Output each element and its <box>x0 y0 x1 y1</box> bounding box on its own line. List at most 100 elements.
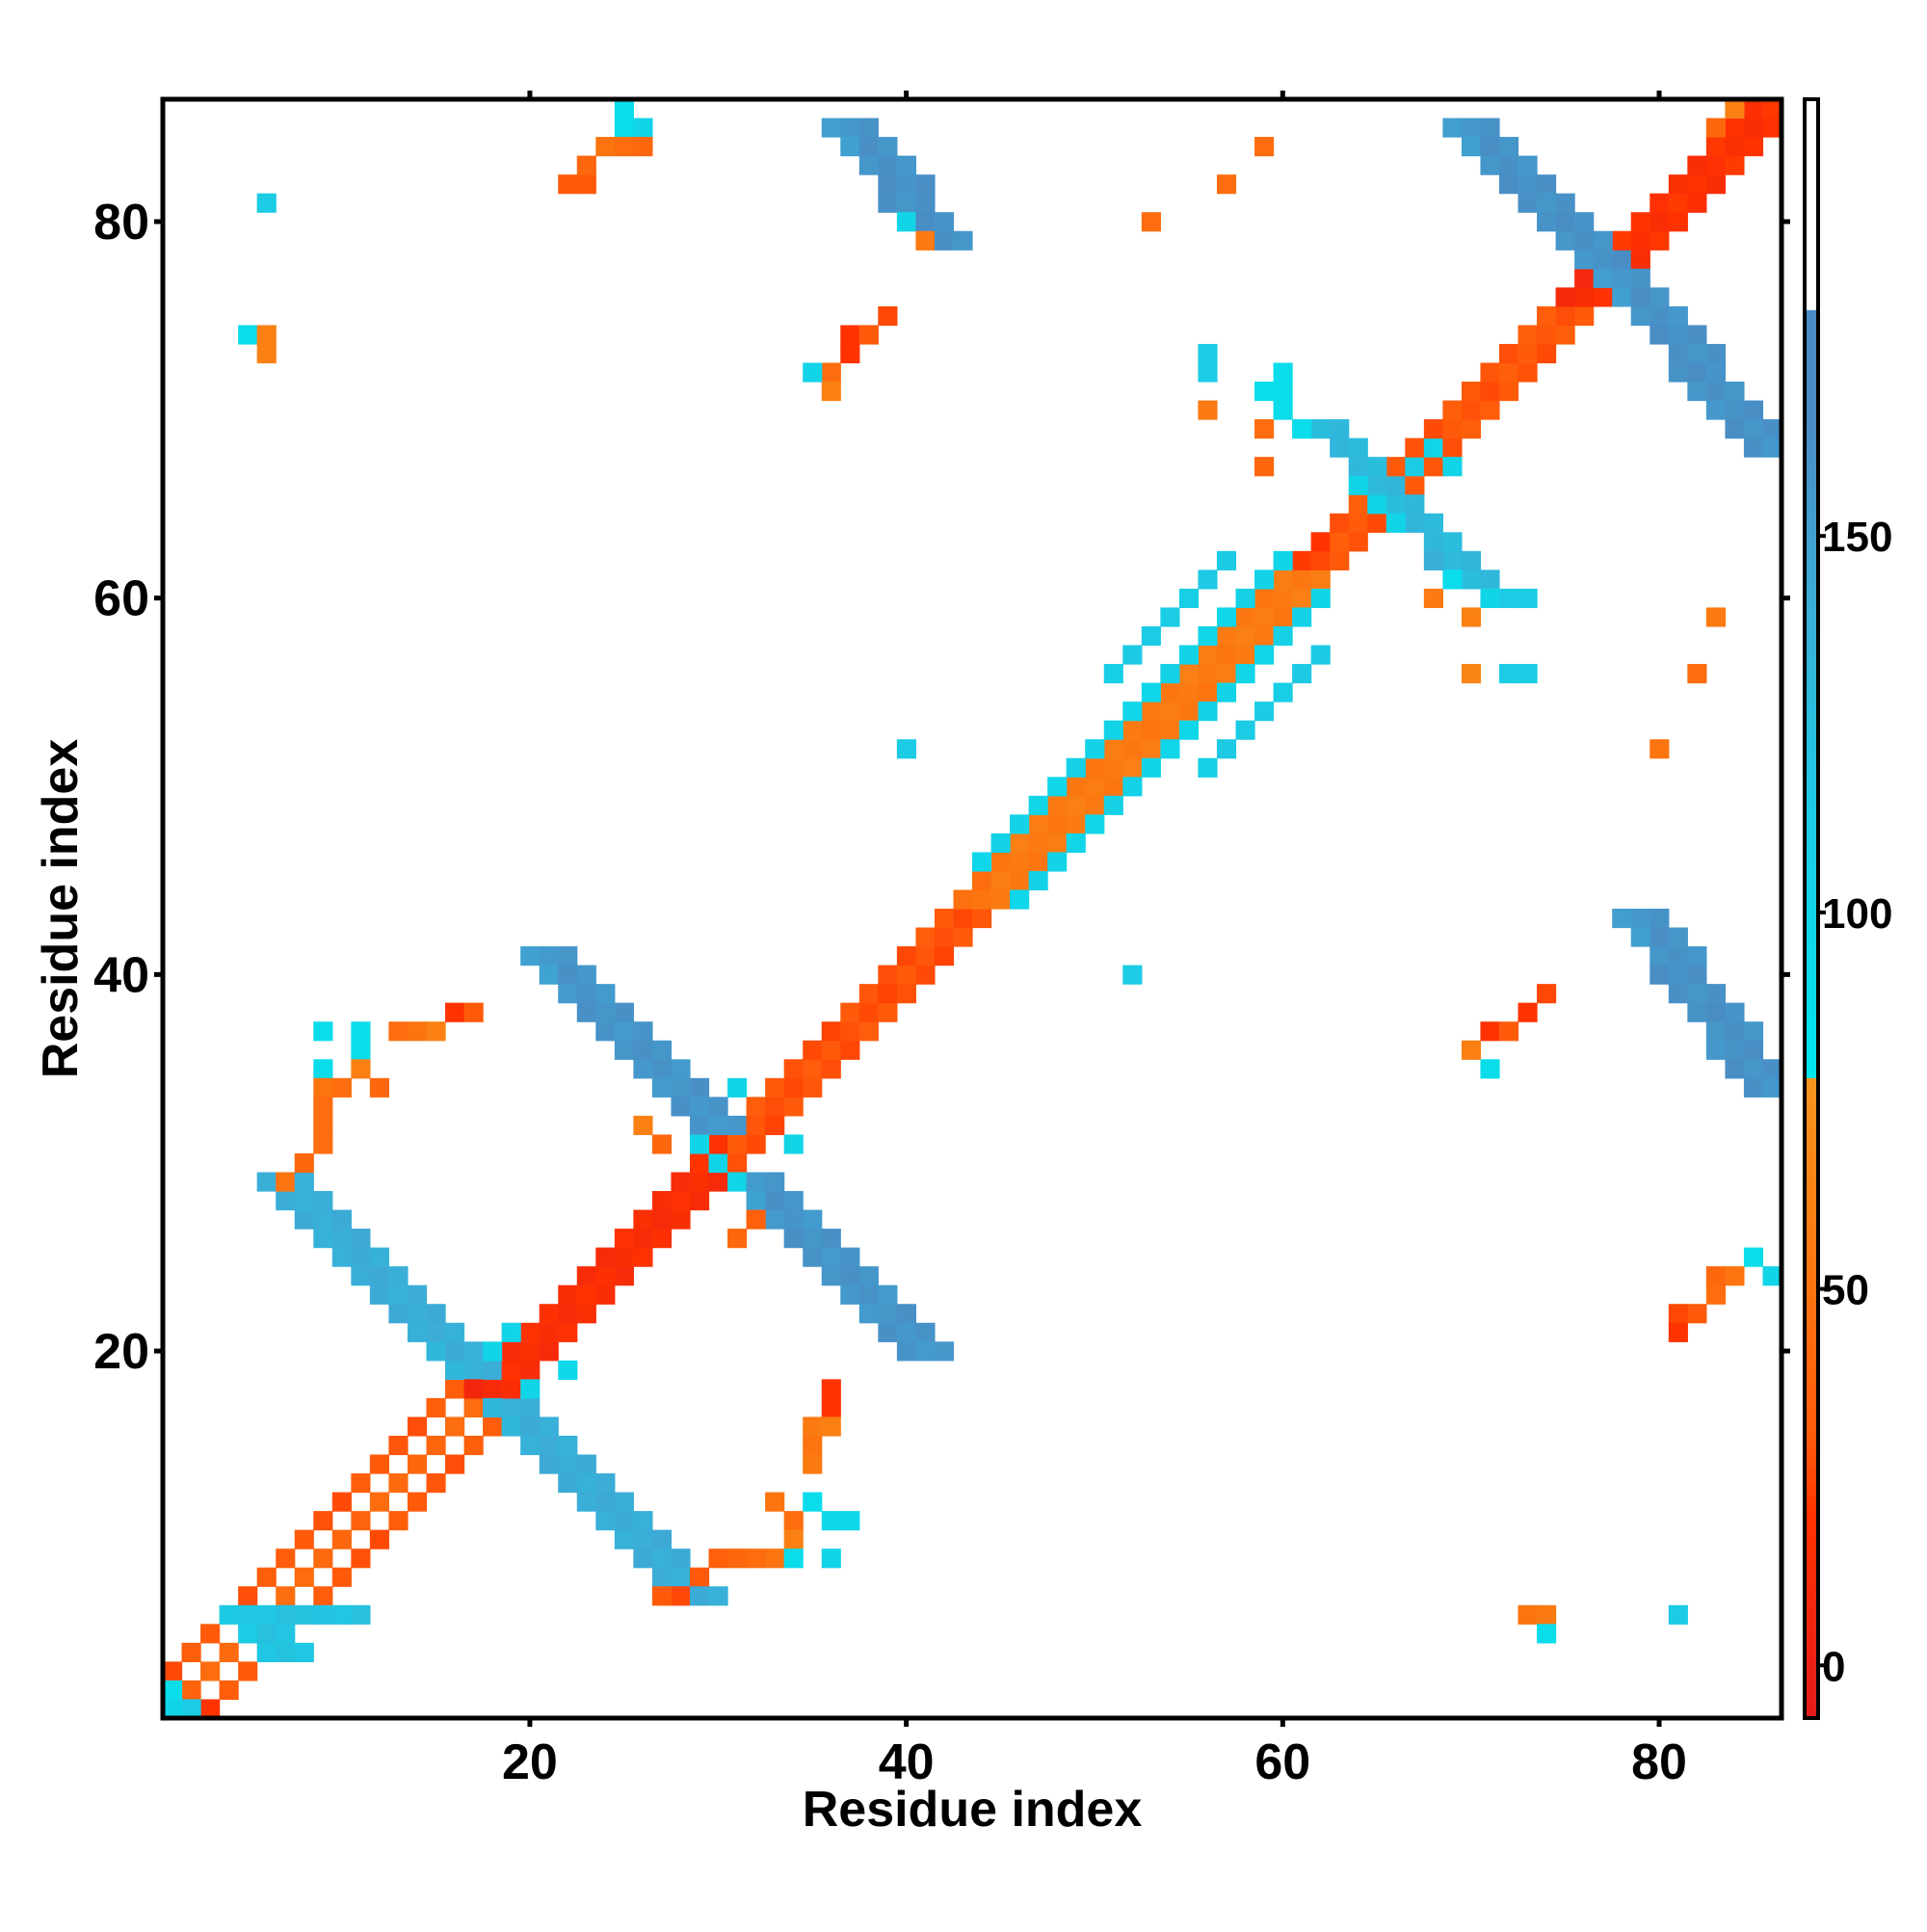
heatmap-cell <box>1650 965 1670 985</box>
heatmap-cell <box>821 118 841 138</box>
heatmap-cell <box>463 1379 484 1399</box>
heatmap-cell <box>1687 382 1707 402</box>
heatmap-cell <box>1047 814 1068 834</box>
heatmap-cell <box>1178 682 1200 702</box>
heatmap-cell <box>689 1152 710 1174</box>
heatmap-cell <box>1066 795 1086 815</box>
heatmap-cell <box>1593 230 1613 251</box>
heatmap-cell <box>181 1680 201 1701</box>
heatmap-cell <box>388 1511 409 1531</box>
heatmap-cell <box>539 1341 559 1362</box>
heatmap-cell <box>803 1454 823 1474</box>
heatmap-cell <box>1141 625 1161 647</box>
heatmap-cell <box>821 1059 841 1079</box>
heatmap-cell <box>1630 230 1650 251</box>
heatmap-cell <box>1668 927 1688 947</box>
heatmap-cell <box>313 1097 333 1117</box>
heatmap-cell <box>1687 1304 1707 1324</box>
heatmap-cell <box>689 1586 710 1606</box>
heatmap-cell <box>1310 550 1331 570</box>
heatmap-cell <box>1537 325 1557 345</box>
heatmap-cell <box>1122 739 1143 759</box>
heatmap-cell <box>689 1097 710 1117</box>
heatmap-cell <box>238 325 258 345</box>
heatmap-cell <box>1066 833 1086 853</box>
heatmap-cell <box>558 1284 578 1305</box>
heatmap-cell <box>1650 325 1670 345</box>
heatmap-cell <box>1743 419 1764 439</box>
heatmap-cell <box>1498 343 1519 364</box>
heatmap-cell <box>1085 795 1105 815</box>
heatmap-cell <box>840 325 860 345</box>
heatmap-cell <box>651 1586 673 1606</box>
heatmap-cell <box>1687 155 1707 175</box>
heatmap-cell <box>858 325 879 345</box>
heatmap-cell <box>990 889 1011 910</box>
heatmap-cell <box>369 1266 390 1286</box>
heatmap-cell <box>1273 625 1293 647</box>
heatmap-cell <box>633 1529 653 1549</box>
heatmap-cell <box>1103 664 1123 684</box>
heatmap-cell <box>1574 230 1595 251</box>
heatmap-cell <box>1762 99 1782 119</box>
heatmap-cell <box>294 1604 314 1625</box>
heatmap-cell <box>1367 475 1387 495</box>
heatmap-cell <box>708 1097 728 1117</box>
heatmap-cell <box>746 1097 766 1117</box>
heatmap-cell <box>746 1191 766 1211</box>
heatmap-cell <box>671 1059 691 1079</box>
heatmap-cell <box>1216 664 1237 684</box>
heatmap-cell <box>821 1247 841 1267</box>
heatmap-cell <box>1273 400 1293 420</box>
heatmap-cell <box>934 1341 955 1362</box>
heatmap-cell <box>1103 739 1123 759</box>
heatmap-cell <box>388 1473 409 1494</box>
heatmap-cell <box>294 1191 314 1211</box>
heatmap-cell <box>369 1247 390 1267</box>
heatmap-cell <box>1198 400 1218 420</box>
heatmap-cell <box>276 1172 296 1192</box>
heatmap-cell <box>1330 550 1350 570</box>
heatmap-cell <box>219 1642 239 1662</box>
heatmap-cell <box>1555 193 1575 213</box>
heatmap-cell <box>539 1304 559 1324</box>
heatmap-cell <box>294 1529 314 1549</box>
heatmap-cell <box>1442 569 1463 590</box>
heatmap-cell <box>163 1680 183 1701</box>
heatmap-cell <box>972 870 992 891</box>
heatmap-cell <box>1405 513 1425 533</box>
heatmap-cell <box>313 1604 333 1625</box>
heatmap-cell <box>1423 532 1443 552</box>
heatmap-cell <box>501 1416 521 1437</box>
heatmap-cell <box>256 325 277 345</box>
heatmap-cell <box>972 852 992 872</box>
heatmap-cell <box>614 137 634 157</box>
heatmap-cell <box>351 1059 371 1079</box>
heatmap-cell <box>351 1473 371 1494</box>
heatmap-cell <box>1593 250 1613 270</box>
heatmap-cell <box>294 1642 314 1662</box>
heatmap-cell <box>671 1172 691 1192</box>
heatmap-cell <box>1461 137 1482 157</box>
heatmap-cell <box>651 1229 673 1249</box>
heatmap-cell <box>1122 757 1143 778</box>
heatmap-cell <box>689 1077 710 1098</box>
heatmap-cell <box>388 1266 409 1286</box>
heatmap-cell <box>313 1548 333 1569</box>
heatmap-cell <box>256 193 277 213</box>
heatmap-cell <box>351 1548 371 1569</box>
heatmap-cell <box>276 1624 296 1644</box>
heatmap-cell <box>614 1040 634 1060</box>
heatmap-cell <box>689 1115 710 1136</box>
heatmap-cell <box>576 1454 596 1474</box>
heatmap-cell <box>1650 739 1670 759</box>
colorbar-tick-label: 0 <box>1822 1643 1845 1690</box>
heatmap-cell <box>351 1040 371 1060</box>
heatmap-cell <box>614 1511 634 1531</box>
heatmap-cell <box>671 1191 691 1211</box>
heatmap-cell <box>576 1492 596 1512</box>
heatmap-cell <box>1348 457 1368 477</box>
heatmap-cell <box>1198 664 1218 684</box>
heatmap-cell <box>1292 588 1312 609</box>
heatmap-cell <box>840 1040 860 1060</box>
